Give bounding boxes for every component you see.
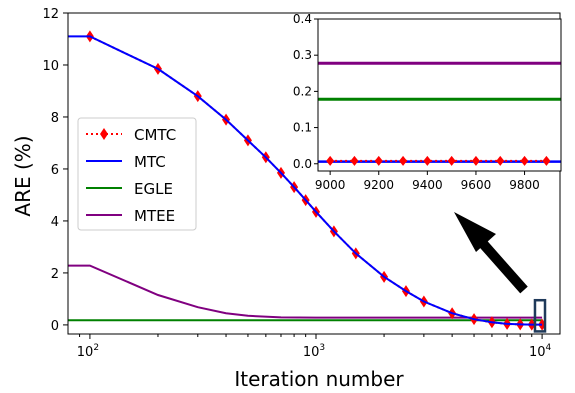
inset-x-tick-label: 9000 [315,178,346,192]
x-tick-label: 102 [77,343,99,360]
main-plot [67,12,561,335]
y-tick-label: 12 [42,7,59,22]
legend-box [77,117,197,231]
y-tick-label: 6 [51,163,59,178]
series-mtc-line [68,35,543,326]
legend-label-egle: EGLE [134,180,173,198]
zoom-box [533,298,547,333]
inset-cmtc-marker [471,155,480,166]
inset-cmtc-marker [423,155,432,166]
y-axis-ticks: 0 2 4 6 8 10 12 [42,7,68,334]
inset-cmtc-marker [520,155,529,166]
inset-frame [317,18,562,172]
y-tick-label: 2 [51,267,59,282]
x-tick-label: 103 [303,343,325,360]
inset-background [318,19,561,171]
inset-y-tick-label: 0.1 [293,121,312,135]
series-mtee-line [68,264,543,319]
zoom-arrow [454,212,528,294]
inset-cmtc-marker [326,155,335,166]
legend: CMTC MTC EGLE MTEE [77,117,197,231]
x-tick-label: 104 [529,343,552,360]
y-tick-label: 0 [51,319,59,334]
inset-cmtc-marker [496,155,505,166]
inset-cmtc-marker [399,155,408,166]
y-axis-label: ARE (%) [11,135,35,216]
inset-x-tick-label: 9200 [363,178,394,192]
inset-y-tick-label: 0.3 [293,48,312,62]
inset-y-tick-label: 0.4 [293,12,312,26]
inset-plot: 0.0 0.1 0.2 0.3 0.4 9000 9200 9400 9600 9800 [293,12,562,192]
inset-y-tick-label: 0.2 [293,84,312,98]
inset-cmtc-marker [542,155,551,166]
x-axis-label: Iteration number [234,367,404,391]
x-axis-ticks: 102 103 104 [77,334,552,360]
inset-y-tick-label: 0.0 [293,157,312,171]
y-tick-label: 8 [51,111,59,126]
legend-label-mtc: MTC [134,153,166,171]
plot-frame [67,12,561,335]
y-tick-label: 4 [51,215,59,230]
inset-cmtc-marker [350,155,359,166]
inset-x-tick-label: 9800 [509,178,540,192]
inset-x-tick-label: 9400 [412,178,443,192]
inset-cmtc-marker [447,155,456,166]
legend-label-cmtc: CMTC [134,126,176,144]
inset-x-tick-label: 9600 [461,178,492,192]
y-tick-label: 10 [42,59,59,74]
legend-label-mtee: MTEE [134,207,175,225]
legend-marker-cmtc [100,128,108,140]
inset-cmtc-marker [374,155,383,166]
